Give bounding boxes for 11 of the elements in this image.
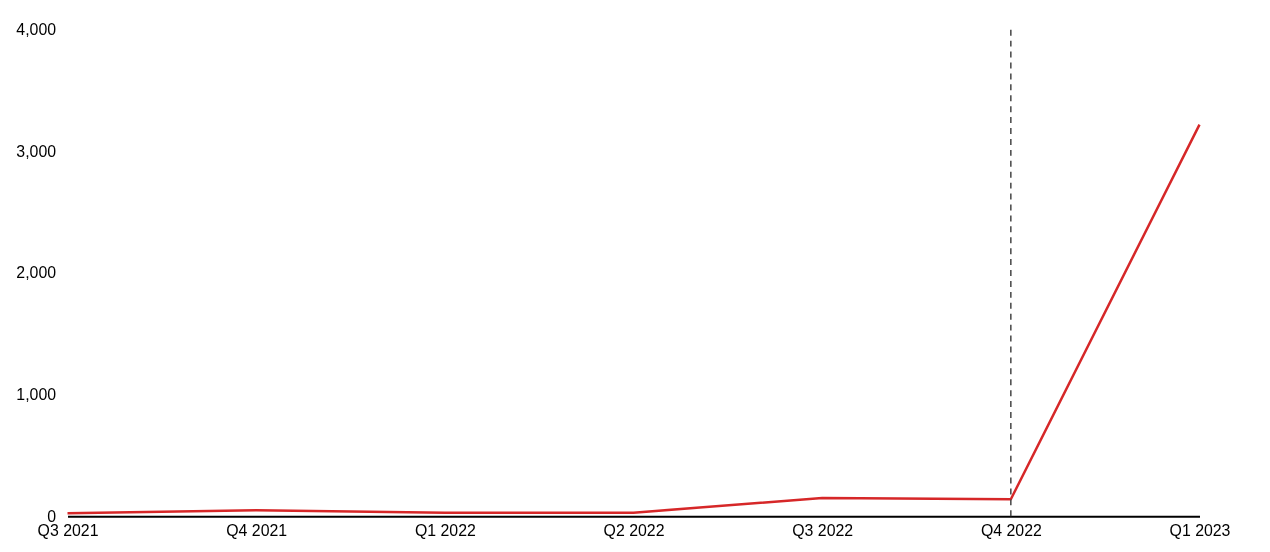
x-tick-label: Q1 2022	[414, 521, 476, 539]
y-tick-label: 4,000	[16, 21, 57, 39]
x-tick-label: Q4 2021	[226, 521, 288, 539]
y-tick-label: 3,000	[16, 142, 57, 160]
y-tick-label: 2,000	[16, 264, 57, 282]
x-tick-label: Q1 2023	[1169, 521, 1231, 539]
x-tick-label: Q4 2022	[980, 521, 1042, 539]
x-tick-label: Q3 2022	[792, 521, 854, 539]
y-tick-label: 1,000	[16, 386, 57, 404]
x-tick-label: Q2 2022	[603, 521, 665, 539]
line-series	[66, 123, 1201, 515]
